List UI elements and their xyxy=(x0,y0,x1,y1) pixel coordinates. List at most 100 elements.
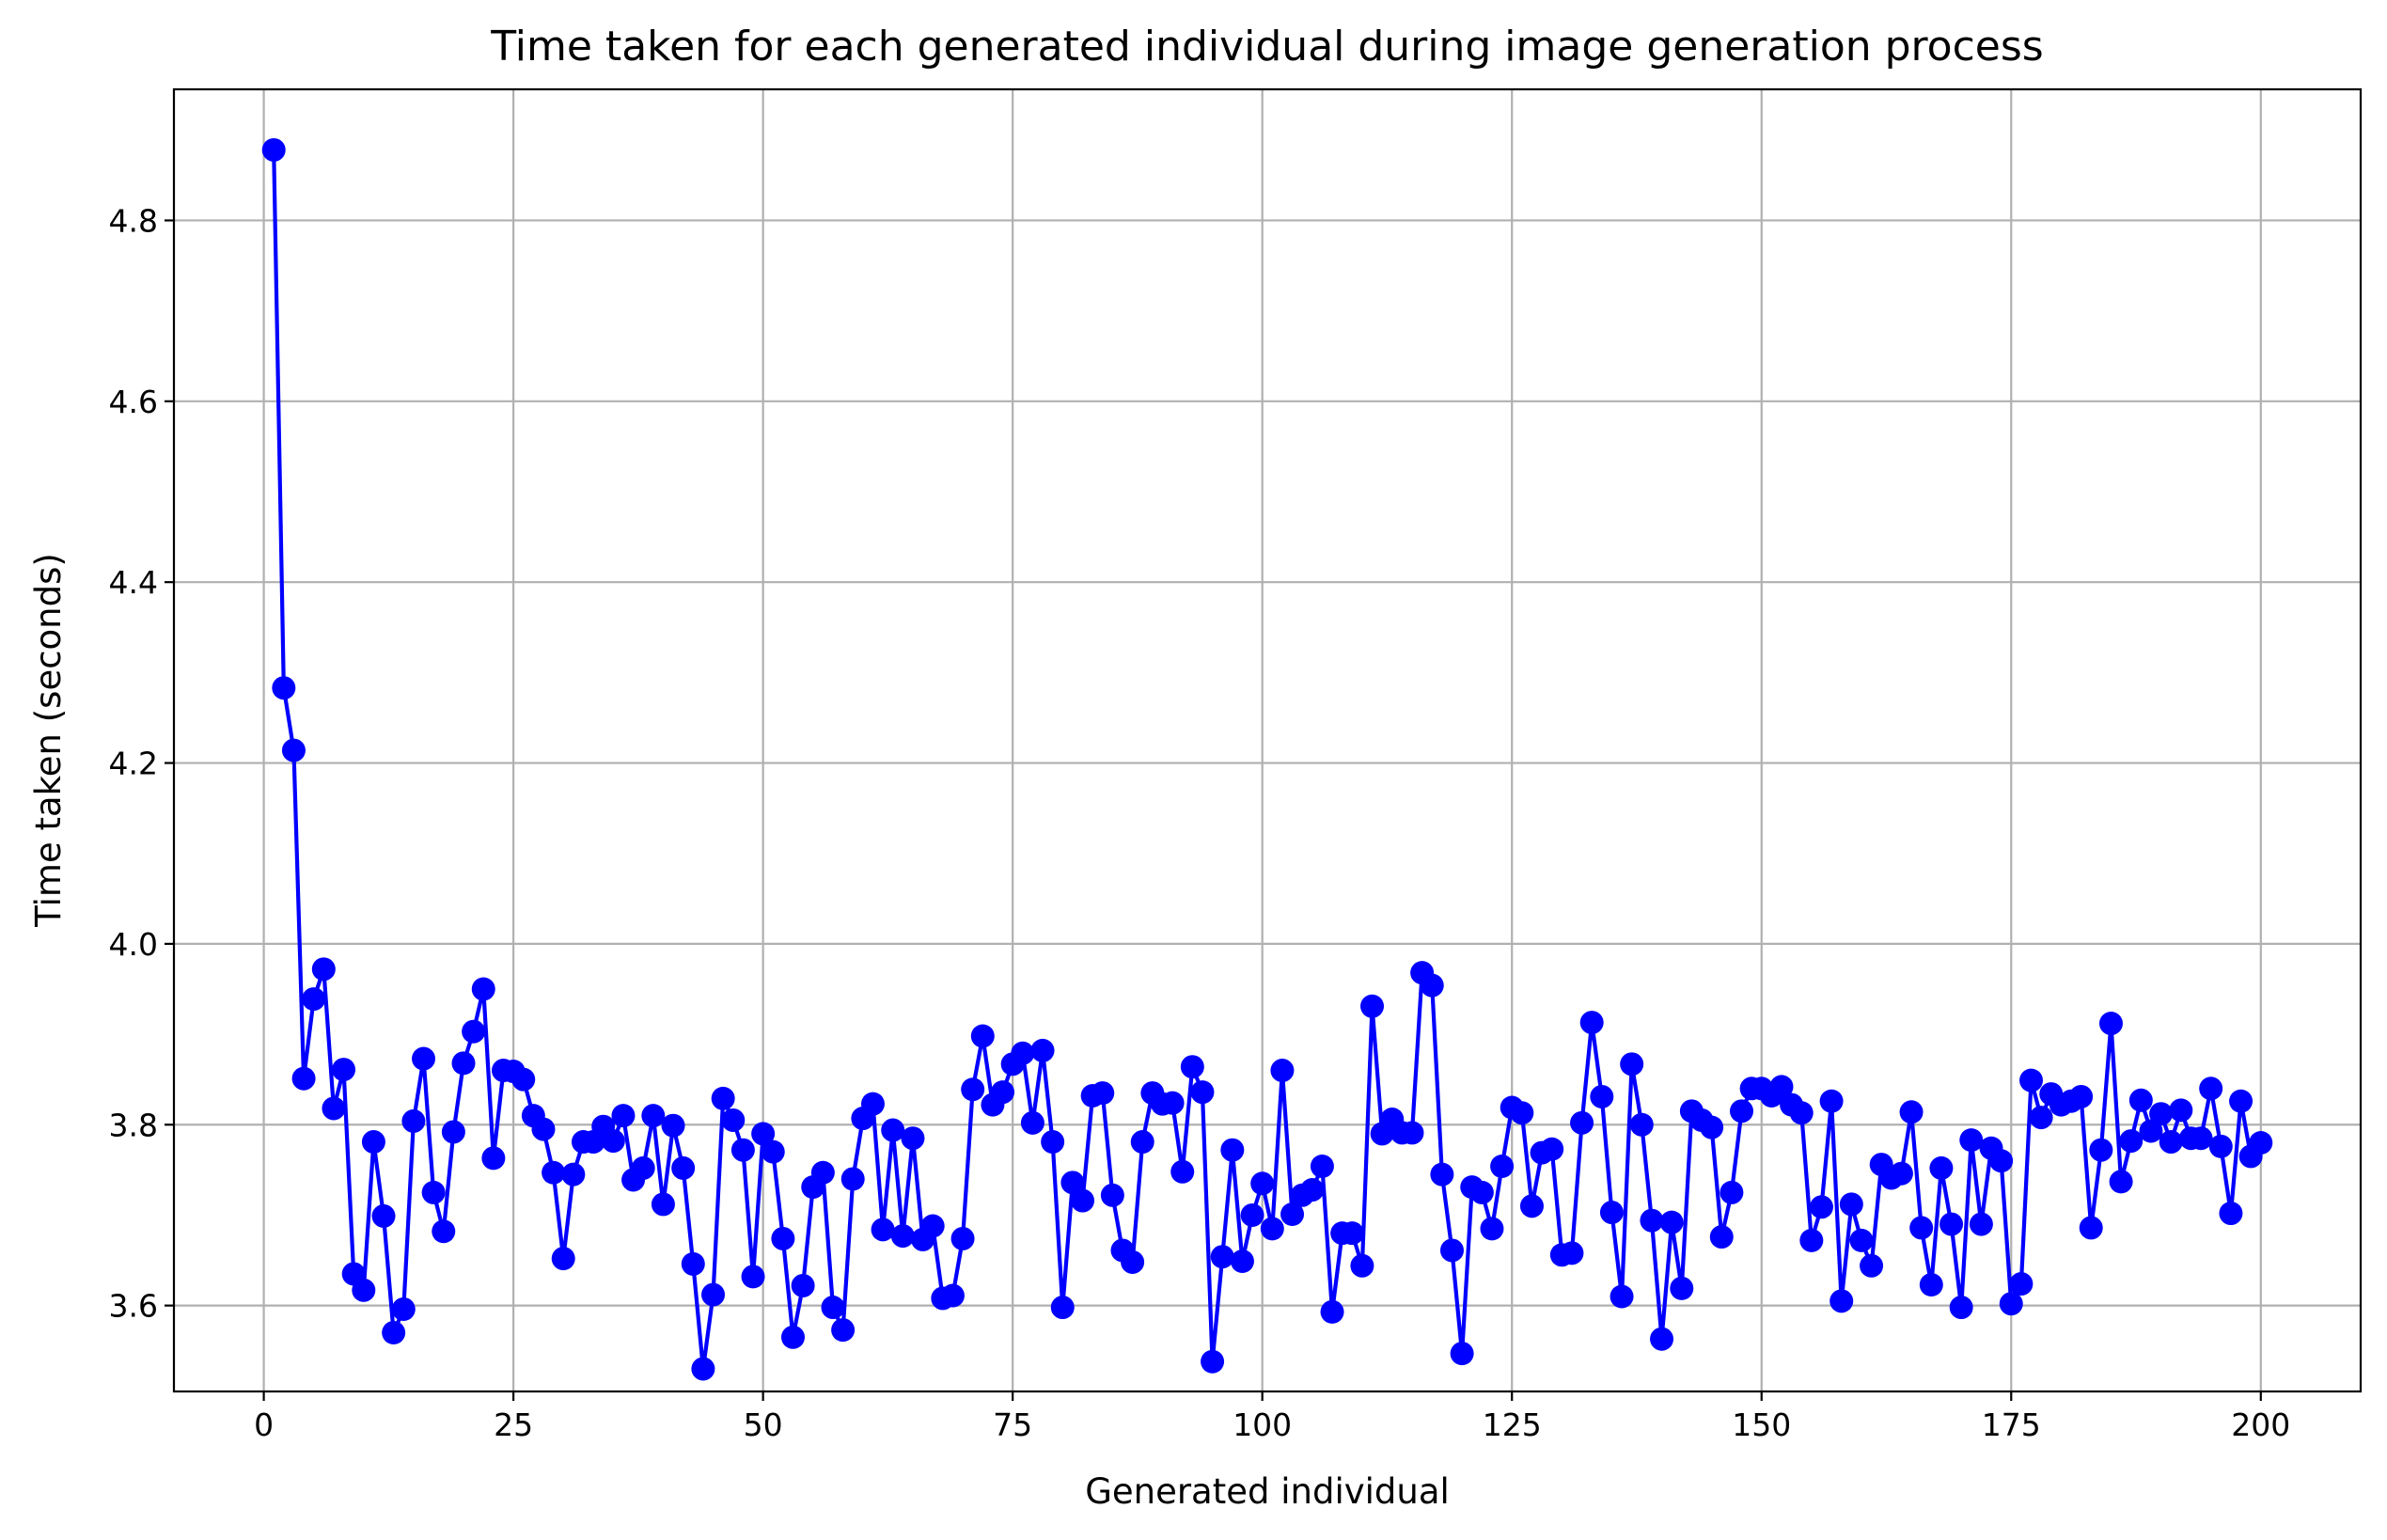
y-tick-label: 4.4 xyxy=(109,564,158,601)
data-point xyxy=(1599,1201,1624,1225)
data-point xyxy=(671,1155,696,1180)
data-point xyxy=(871,1218,895,1242)
data-point xyxy=(542,1160,566,1185)
data-point xyxy=(2219,1202,2243,1226)
data-point xyxy=(1860,1253,1884,1278)
data-point xyxy=(1280,1202,1305,1226)
data-point xyxy=(641,1104,666,1128)
data-point xyxy=(1220,1138,1245,1162)
data-point xyxy=(1730,1099,1753,1124)
data-point xyxy=(1320,1299,1344,1324)
data-point xyxy=(451,1051,476,1076)
data-point xyxy=(1579,1011,1604,1035)
data-point xyxy=(1969,1212,1993,1236)
data-point xyxy=(382,1320,406,1344)
data-point xyxy=(371,1203,396,1228)
y-tick-label: 3.8 xyxy=(109,1107,158,1143)
data-point xyxy=(970,1024,995,1048)
data-point xyxy=(1570,1110,1594,1135)
data-point xyxy=(291,1066,316,1091)
data-point xyxy=(1030,1038,1055,1062)
data-point xyxy=(691,1357,715,1381)
data-point xyxy=(661,1113,685,1138)
y-tick-label: 4.2 xyxy=(109,746,158,782)
data-point xyxy=(2139,1119,2163,1143)
data-point xyxy=(401,1108,426,1133)
data-point xyxy=(1959,1128,1984,1153)
data-point xyxy=(1011,1041,1035,1065)
data-point xyxy=(1620,1052,1644,1076)
x-tick-label: 0 xyxy=(254,1406,274,1443)
data-point xyxy=(391,1296,416,1321)
data-point xyxy=(791,1273,815,1297)
axis-ticks: 0 25 50 75 100 125 150 175 200 3.6 3.8 4.0 4.2 4.4 4.6… xyxy=(109,202,2291,1443)
data-point xyxy=(920,1214,945,1238)
data-point xyxy=(611,1104,636,1128)
data-point xyxy=(2249,1131,2273,1155)
data-point xyxy=(1340,1221,1364,1246)
data-point xyxy=(741,1265,765,1289)
data-point xyxy=(1100,1183,1124,1207)
data-point xyxy=(1650,1327,1674,1351)
x-tick-label: 50 xyxy=(744,1406,783,1443)
data-point xyxy=(1510,1101,1534,1125)
data-point xyxy=(2109,1170,2133,1194)
data-point xyxy=(421,1180,446,1204)
data-point xyxy=(1709,1225,1734,1249)
data-point xyxy=(651,1192,675,1217)
data-point xyxy=(831,1318,856,1343)
data-point xyxy=(2009,1272,2034,1296)
data-point xyxy=(701,1282,726,1307)
data-point xyxy=(940,1283,965,1308)
data-point xyxy=(1899,1100,1924,1124)
plot-frame xyxy=(172,87,2363,1393)
data-point xyxy=(2149,1102,2174,1126)
data-point xyxy=(1949,1296,1973,1320)
data-point xyxy=(1540,1137,1564,1161)
data-point xyxy=(1350,1253,1374,1278)
data-point xyxy=(881,1118,905,1142)
data-point xyxy=(771,1226,795,1250)
data-point xyxy=(1439,1238,1464,1263)
data-point xyxy=(311,957,336,982)
data-point xyxy=(462,1019,486,1044)
y-axis-label: Time taken (seconds) xyxy=(28,553,69,928)
data-point xyxy=(2069,1084,2094,1108)
data-point xyxy=(511,1067,536,1092)
data-point xyxy=(2229,1089,2254,1113)
data-point xyxy=(1789,1101,1814,1125)
data-point xyxy=(352,1278,376,1302)
data-point xyxy=(1091,1081,1115,1106)
data-point xyxy=(1160,1091,1185,1115)
data-point xyxy=(751,1122,776,1146)
data-point xyxy=(1490,1155,1515,1179)
data-point xyxy=(1590,1084,1614,1108)
data-point xyxy=(531,1117,556,1141)
data-point xyxy=(471,977,495,1001)
data-point xyxy=(991,1080,1015,1105)
x-tick-label: 150 xyxy=(1732,1406,1791,1443)
data-point xyxy=(631,1155,655,1180)
data-point xyxy=(1400,1121,1424,1145)
data-point xyxy=(950,1226,975,1250)
data-point xyxy=(1939,1212,1964,1236)
data-point xyxy=(322,1096,346,1121)
y-tick-label: 4.6 xyxy=(109,384,158,420)
data-point xyxy=(261,137,286,162)
data-point xyxy=(1250,1171,1275,1196)
data-point xyxy=(1670,1276,1694,1300)
data-point xyxy=(2189,1126,2213,1151)
data-point xyxy=(681,1251,705,1276)
data-point xyxy=(441,1120,465,1144)
x-tick-label: 125 xyxy=(1483,1406,1542,1443)
data-point xyxy=(1180,1055,1204,1079)
x-tick-label: 200 xyxy=(2231,1406,2290,1443)
data-point xyxy=(1310,1155,1334,1179)
x-tick-label: 25 xyxy=(494,1406,533,1443)
y-tick-label: 3.6 xyxy=(109,1288,158,1325)
data-point xyxy=(1201,1349,1225,1374)
data-point xyxy=(2098,1012,2123,1036)
data-point xyxy=(890,1224,915,1249)
data-point xyxy=(432,1219,456,1244)
